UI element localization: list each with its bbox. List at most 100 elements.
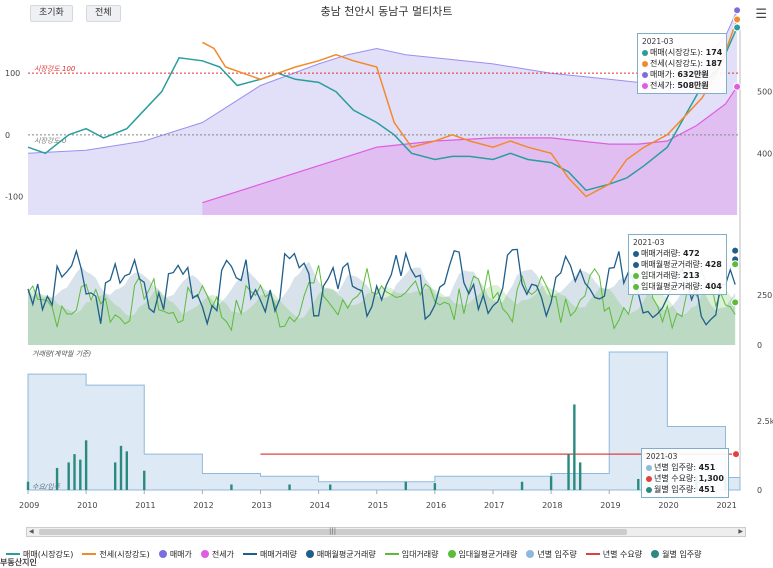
tooltip-top: 2021-03 매매(시장강도): 174 전세(시장강도): 187 매매가: 6… (637, 33, 728, 94)
legend-item[interactable]: 매매(시장강도) (6, 549, 73, 560)
x-tick-label: 2014 (310, 501, 330, 510)
grip-icon: ||| (329, 527, 337, 535)
multi-chart[interactable]: 시장강도 100 시장강도 0 100 0 -100 500 400 250 0 거래량(계약월 … (0, 0, 773, 545)
legend-item[interactable]: 년별 수요량 (585, 549, 642, 560)
legend-item[interactable]: 매매거래량 (243, 549, 297, 560)
legend-item[interactable]: 매매월평균거래량 (305, 549, 376, 560)
horizontal-scrollbar[interactable]: ◀ ||| ▶ (26, 527, 746, 537)
line-매매-시장강도 (27, 27, 738, 192)
tooltip-date: 2021-03 (633, 238, 665, 247)
tooltip-label: 임대월평균거래량: (641, 282, 706, 291)
panel-label-supply: 수요/입주 (32, 483, 61, 491)
series-dot-icon (646, 486, 652, 493)
legend-label: 매매(시장강도) (23, 549, 74, 559)
legend-line-icon (585, 553, 600, 555)
bar-월별-입주량 (55, 467, 59, 490)
bar-월별-입주량 (84, 440, 88, 490)
bar-월별-입주량 (79, 459, 82, 490)
legend-dot-icon (526, 550, 535, 558)
ref-line-100-label: 시장강도 100 (34, 65, 76, 73)
y-tick-left: 100 (5, 69, 20, 78)
legend-item[interactable]: 임대월평균거래량 (447, 549, 518, 560)
tooltip-label: 년별 입주량: (654, 463, 699, 472)
end-marker (731, 246, 740, 255)
legend-item[interactable]: 월별 입주량 (651, 549, 701, 560)
bar-월별-입주량 (143, 470, 146, 490)
tooltip-label: 매매가: (650, 70, 678, 79)
bar-월별-입주량 (549, 476, 553, 490)
tooltip-value: 213 (683, 271, 700, 280)
legend-label: 매매가 (169, 549, 192, 559)
tooltip-label: 매매(시장강도): (650, 48, 706, 57)
scroll-right-arrow-icon[interactable]: ▶ (738, 528, 743, 535)
series-dot-icon (633, 272, 639, 279)
y-tick-right: 400 (757, 149, 772, 158)
line-전세가 (202, 86, 738, 204)
reset-button[interactable]: 초기화 (30, 5, 73, 22)
area-매매가 (28, 10, 738, 215)
legend: 매매(시장강도) 전세(시장강도) 매매가 전세가 매매거래량 매매월평균거래량 임대거래량… (6, 547, 768, 561)
bar-월별-입주량 (119, 445, 123, 490)
series-dot-icon (642, 49, 648, 56)
area-매매월평균거래량 (28, 261, 736, 345)
tooltip-value: 187 (705, 59, 723, 68)
legend-item[interactable]: 매매가 (158, 549, 192, 560)
tooltip-bottom: 2021-03 년별 입주량: 451 년별 수요량: 1,300 월별 입주량: … (641, 448, 729, 498)
tooltip-value: 174 (705, 48, 723, 57)
y-tick-right: 0 (757, 341, 762, 350)
tooltip-row: 매매(시장강도): 174 (642, 47, 722, 58)
legend-line-icon (82, 553, 97, 555)
tooltip-row: 월별 입주량: 451 (646, 484, 724, 495)
tooltip-middle: 2021-03 매매거래량: 472 매매월평균거래량: 428 임대거래량: 21… (628, 234, 727, 295)
bar-월별-입주량 (404, 481, 407, 490)
area-년별-입주량 (27, 351, 741, 491)
x-tick-label: 2015 (368, 501, 388, 510)
legend-label: 년별 입주량 (537, 549, 577, 559)
tooltip-value: 451 (698, 485, 716, 494)
x-tick-label: 2012 (193, 501, 213, 510)
tooltip-label: 년별 수요량: (654, 474, 699, 483)
panel-label-volume: 거래량(계약월 기준) (32, 350, 91, 358)
bar-월별-입주량 (230, 484, 233, 490)
series-dot-icon (642, 82, 648, 89)
legend-item[interactable]: 임대거래량 (384, 549, 439, 560)
tooltip-row: 년별 수요량: 1,300 (646, 473, 724, 484)
legend-item[interactable]: 년별 입주량 (526, 549, 577, 560)
hamburger-icon[interactable]: ☰ (755, 7, 767, 22)
x-tick-label: 2010 (77, 501, 97, 510)
series-dot-icon (642, 60, 648, 67)
legend-label: 임대월평균거래량 (458, 549, 518, 559)
tooltip-value: 404 (705, 282, 722, 291)
legend-line-icon (243, 553, 257, 555)
x-tick-label: 2009 (19, 501, 39, 510)
tooltip-value: 632만원 (677, 70, 709, 79)
legend-dot-icon (651, 550, 660, 558)
tooltip-date: 2021-03 (642, 37, 674, 46)
legend-item[interactable]: 전세(시장강도) (82, 549, 150, 560)
tooltip-label: 전세가: (650, 81, 678, 90)
tooltip-value: 428 (705, 260, 722, 269)
bar-월별-입주량 (637, 478, 640, 490)
x-tick-label: 2019 (600, 501, 620, 510)
scroll-left-arrow-icon[interactable]: ◀ (29, 528, 34, 535)
tooltip-label: 임대거래량: (641, 271, 684, 280)
tooltip-row: 임대월평균거래량: 404 (633, 281, 722, 292)
end-marker (733, 23, 742, 32)
series-dot-icon (633, 261, 639, 268)
scrollbar-thumb[interactable]: ||| (39, 527, 627, 535)
tooltip-row: 년별 입주량: 451 (646, 462, 724, 473)
legend-label: 임대거래량 (401, 549, 439, 559)
tooltip-label: 전세(시장강도): (650, 59, 706, 68)
end-marker (732, 450, 740, 459)
x-tick-label: 2017 (484, 501, 504, 510)
bar-월별-입주량 (329, 484, 332, 490)
all-range-button[interactable]: 전체 (86, 5, 121, 22)
x-tick-label: 2011 (135, 501, 155, 510)
line-전세-시장강도 (202, 19, 738, 198)
tooltip-row: 전세(시장강도): 187 (642, 58, 722, 69)
legend-item[interactable]: 전세가 (200, 549, 234, 560)
tooltip-row: 전세가: 508만원 (642, 80, 722, 91)
series-dot-icon (633, 283, 639, 290)
tooltip-date: 2021-03 (646, 452, 678, 461)
tooltip-row: 매매거래량: 472 (633, 248, 722, 259)
